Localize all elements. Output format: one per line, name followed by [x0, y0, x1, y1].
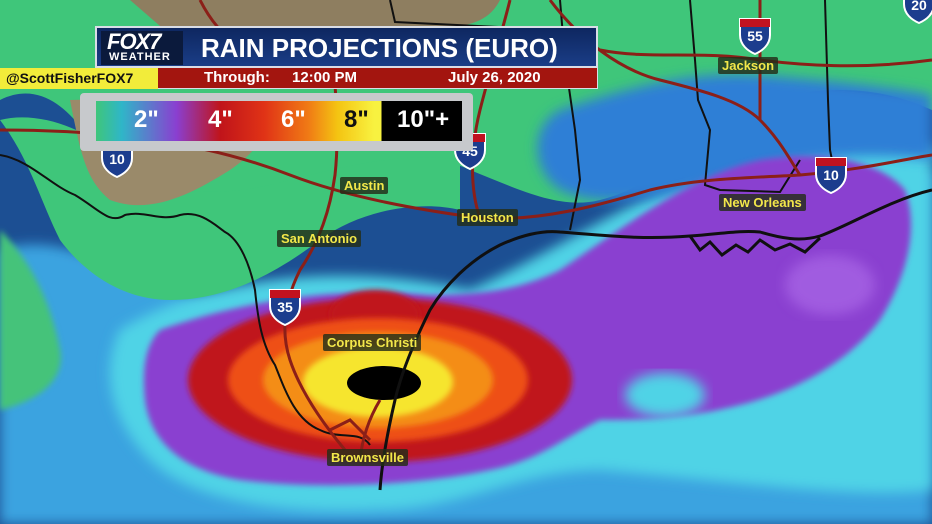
legend-label-10in: 10"+: [397, 106, 450, 133]
legend-label-8in: 8": [344, 106, 369, 133]
valid-time-bar: Through: 12:00 PM July 26, 2020: [157, 67, 598, 89]
logo-main-text: FOX7: [107, 29, 161, 54]
fox7-logo: FOX7 WEATHER: [101, 29, 183, 65]
blue-pocket: [537, 74, 932, 201]
black-core: [347, 366, 421, 400]
texas-border: [0, 154, 371, 446]
interstate-10-west-number: 10: [109, 151, 125, 167]
cyan-hole: [625, 373, 705, 417]
legend-label-6in: 6": [281, 106, 306, 133]
city-label-corpus-christi: Corpus Christi: [323, 334, 422, 351]
interstate-55-shield: 55: [738, 15, 772, 55]
louisiana-coast-detail: [688, 235, 822, 257]
rainfall-legend: 2" 4" 6" 8" 10"+: [80, 93, 473, 151]
interstate-20-shield: 20: [902, 0, 932, 24]
green-lower-left: [0, 230, 61, 410]
interstate-20-number: 20: [911, 0, 927, 13]
title-bar: FOX7 WEATHER RAIN PROJECTIONS (EURO): [95, 26, 598, 68]
page-title: RAIN PROJECTIONS (EURO): [201, 33, 558, 63]
legend-color-scale: [96, 101, 462, 141]
interstate-55-number: 55: [747, 28, 763, 44]
through-time: 12:00 PM: [292, 69, 358, 86]
twitter-handle: @ScottFisherFOX7: [0, 68, 158, 89]
dry-land-north: [130, 0, 500, 27]
city-label-austin: Austin: [340, 177, 389, 194]
city-label-new-orleans: New Orleans: [719, 194, 806, 211]
city-label-brownsville: Brownsville: [327, 449, 408, 466]
interstate-35-number: 35: [277, 299, 293, 315]
legend-label-4in: 4": [208, 106, 233, 133]
purple-lighter: [785, 255, 875, 315]
interstate-10-east-shield: 10: [814, 154, 848, 194]
legend-label-2in: 2": [134, 106, 159, 133]
interstate-35-shield: 35: [268, 286, 302, 326]
interstate-10-east-number: 10: [823, 167, 839, 183]
la-ms-border: [689, 0, 801, 194]
through-date: July 26, 2020: [448, 69, 541, 86]
texas-coastline: [378, 188, 932, 491]
city-label-jackson: Jackson: [718, 57, 779, 74]
logo-sub-text: WEATHER: [109, 51, 171, 63]
city-label-houston: Houston: [457, 209, 518, 226]
city-label-san-antonio: San Antonio: [277, 230, 362, 247]
through-label: Through:: [204, 69, 270, 86]
